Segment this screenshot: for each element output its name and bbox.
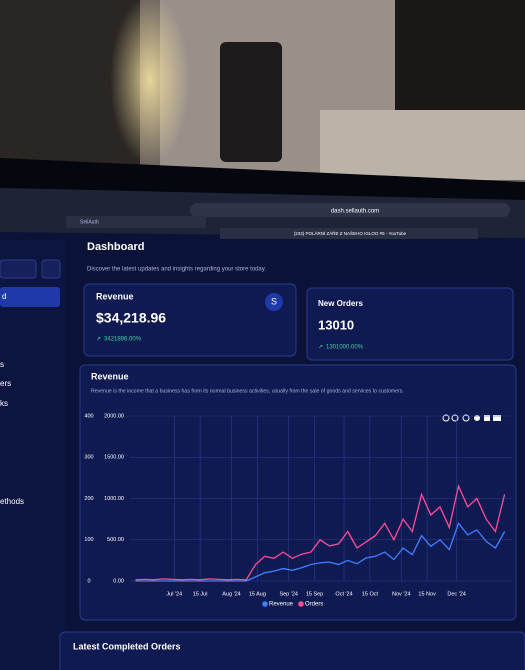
tab[interactable] [66,216,206,228]
card-value: 13010 [318,317,354,332]
y-tick-label: 200 [84,496,93,502]
y2-tick-label: 2000.00 [104,413,124,419]
series-line [135,484,506,581]
card-change: 3421896.00% [104,337,142,343]
nav-item[interactable]: d [2,292,6,301]
card-icon-bg [265,293,283,311]
page-title: Dashboard [87,241,144,253]
select[interactable] [0,259,37,279]
card-change: 1301000.00% [326,345,364,351]
x-tick-label: Sep '24 [279,591,297,597]
card-title: Revenue [96,291,134,301]
card [83,283,297,357]
arrow: ↗ [318,345,323,351]
url: dash.sellauth.com [331,209,379,215]
tab-title: SellAuth [80,219,99,225]
chart-toolbar[interactable] [442,414,501,422]
nav-item[interactable]: s [0,360,4,369]
x-tick-label: 15 Nov [418,591,436,597]
tab-title: (233) POLÁRNÍ ZÁŘE Z NAŠEHO IGLOO #5 - Y… [294,229,407,236]
external-button[interactable] [41,259,61,279]
zoom-in[interactable] [442,414,450,422]
y2-tick-label: 1000.00 [104,496,124,502]
card-title: New Orders [318,299,363,308]
y-tick-label: 0 [87,578,90,584]
nav-item[interactable]: ers [0,379,11,388]
y2-tick-label: 0.00 [113,578,124,584]
section-title: Latest Completed Orders [73,641,181,651]
x-tick-label: Oct '24 [335,591,352,597]
y-tick-label: 100 [84,537,93,543]
sidebar [0,240,65,670]
y2-tick-label: 1500.00 [104,455,124,461]
x-tick-label: 15 Sep [306,591,323,597]
x-tick-label: 15 Oct [362,591,379,597]
x-tick-label: Jul '24 [166,591,182,597]
x-tick-label: Nov '24 [392,591,410,597]
chart-subtitle: Revenue is the income that a business ha… [91,388,404,394]
plot: 0 100 200 300 400 0.00 500.00 1000.00 1500.00 200… [84,413,512,608]
legend-label: Revenue [269,602,294,608]
card-icon: S [271,296,277,306]
tab[interactable] [220,228,478,239]
search[interactable] [462,414,470,422]
card [306,287,514,361]
legend-marker [262,601,268,607]
zoom-out[interactable] [451,414,459,422]
legend-label: Orders [305,602,323,608]
x-tick-label: 15 Jul [193,591,208,597]
nav-item[interactable]: ethods [0,497,24,506]
y-tick-label: 300 [84,455,93,461]
orders-card [59,631,525,670]
series-line [135,521,506,582]
chart-card [79,364,517,621]
x-tick-label: 15 Aug [249,591,266,597]
x-tick-label: Aug '24 [222,591,240,597]
tv [395,0,525,110]
menu[interactable] [493,415,501,421]
nav-item[interactable]: ks [0,399,8,408]
y2-tick-label: 500.00 [107,537,124,543]
page-subtitle: Discover the latest updates and insights… [87,267,266,273]
card-value: $34,218.96 [96,310,166,326]
y-tick-label: 400 [84,413,93,419]
pan[interactable] [474,415,480,421]
legend-marker [298,601,304,607]
chart-title: Revenue [91,371,129,381]
x-tick-label: Dec '24 [447,591,465,597]
nav-active[interactable] [0,287,60,307]
speaker [220,42,282,162]
tree-lights [110,0,190,165]
cabinet [320,110,525,180]
arrow: ↗ [96,337,101,343]
url-field[interactable] [190,203,510,217]
home[interactable] [484,415,490,421]
